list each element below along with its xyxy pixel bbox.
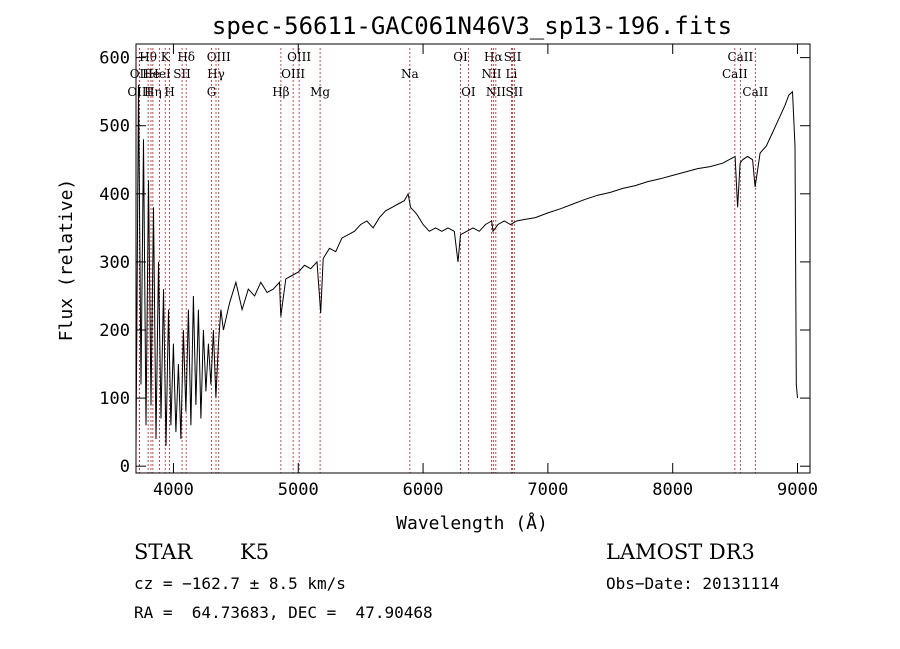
y-axis-label: Flux (relative)	[56, 179, 77, 342]
object-class: STAR	[134, 540, 193, 564]
marker-label: Hη	[144, 85, 162, 99]
marker-label: HeI	[148, 67, 171, 81]
marker-label: OIII	[207, 50, 231, 64]
marker-label: OIII	[287, 50, 311, 64]
marker-label: NII	[481, 67, 501, 81]
x-tick-label: 9000	[777, 480, 818, 500]
marker-label: OI	[461, 85, 476, 99]
marker-label: OI	[453, 50, 468, 64]
x-axis-label: Wavelength (Å)	[396, 512, 548, 534]
coordinates: RA = 64.73683, DEC = 47.90468	[134, 603, 433, 622]
marker-label: Na	[401, 67, 419, 81]
marker-label: SII	[173, 67, 191, 81]
survey-name: LAMOST DR3	[606, 540, 755, 564]
marker-label: Li	[506, 67, 518, 81]
marker-label: OIII	[281, 67, 305, 81]
y-tick-label: 500	[99, 117, 130, 137]
axis-ticks: 4000 5000 6000 7000 8000 9000 0 100 200 300 400 500…	[99, 44, 818, 500]
marker-label: K	[161, 50, 171, 64]
marker-label: CaII	[727, 50, 753, 64]
y-tick-label: 0	[120, 457, 130, 477]
y-tick-label: 300	[99, 253, 130, 273]
x-tick-label: 8000	[652, 480, 693, 500]
y-tick-label: 600	[99, 49, 130, 69]
marker-label: He	[142, 67, 160, 81]
marker-label: Mg	[310, 85, 330, 99]
marker-label: Hθ	[139, 50, 157, 64]
y-tick-label: 400	[99, 185, 130, 205]
chart-title: spec-56611-GAC061N46V3_sp13-196.fits	[212, 12, 732, 40]
marker-label: OIII	[127, 85, 151, 99]
marker-label: SII	[504, 50, 522, 64]
y-tick-label: 200	[99, 321, 130, 341]
x-tick-label: 4000	[153, 480, 194, 500]
marker-label: H	[164, 85, 174, 99]
x-tick-label: 7000	[527, 480, 568, 500]
object-subclass: K5	[240, 540, 270, 564]
obs-date: Obs−Date: 20131114	[606, 574, 780, 593]
marker-label: SII	[505, 85, 523, 99]
spectrum-line	[135, 84, 798, 453]
marker-label: CaII	[742, 85, 768, 99]
marker-label: NII	[486, 85, 506, 99]
redshift-info: cz = −162.7 ± 8.5 km/s	[134, 574, 346, 593]
marker-label: Hβ	[272, 85, 289, 99]
marker-label: CaII	[722, 67, 748, 81]
marker-label: Hγ	[207, 67, 225, 81]
y-tick-label: 100	[99, 389, 130, 409]
plot-frame	[135, 43, 811, 474]
x-tick-label: 5000	[278, 480, 319, 500]
marker-label: Hδ	[177, 50, 195, 64]
x-tick-label: 6000	[403, 480, 444, 500]
marker-label: Hα	[484, 50, 503, 64]
marker-label: G	[207, 85, 217, 99]
